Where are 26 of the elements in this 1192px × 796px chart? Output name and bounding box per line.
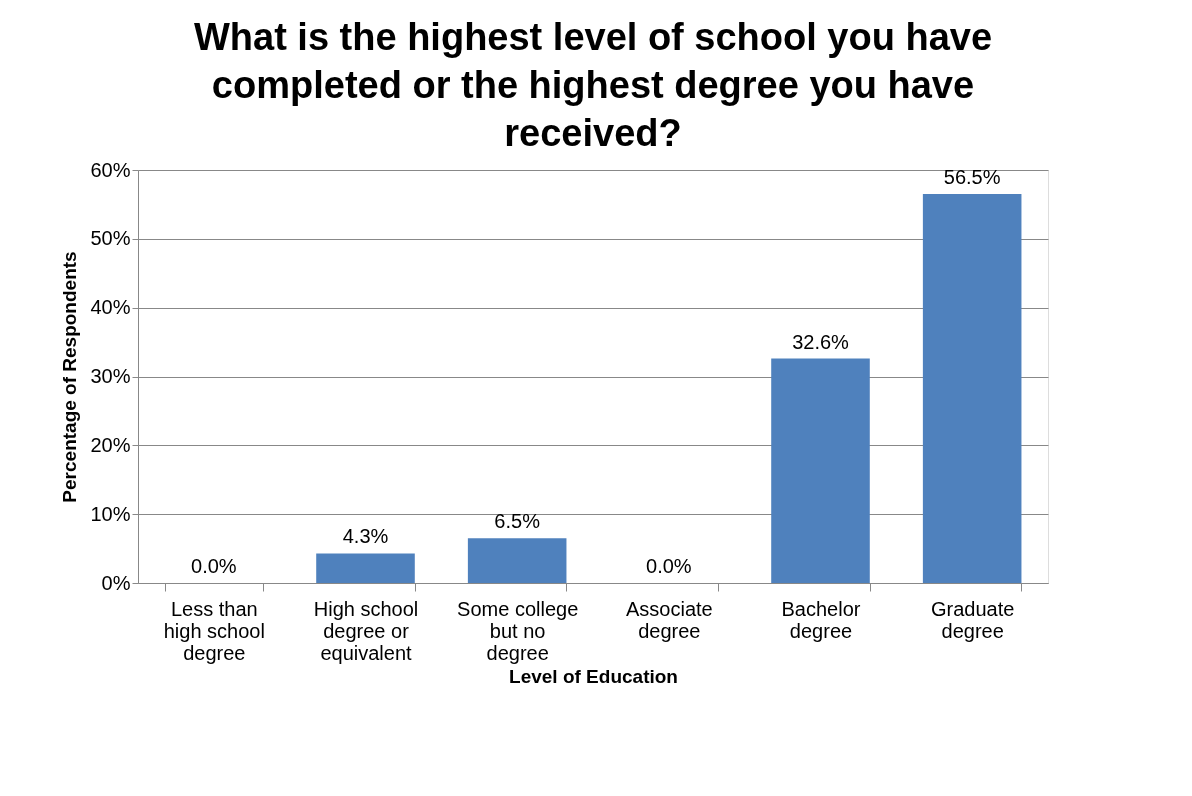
y-tick-label: 50% (90, 227, 131, 250)
x-tick-label: Less than high school degree (163, 597, 265, 664)
data-label: 6.5% (494, 510, 541, 533)
x-tick-label: Some college but no degree (457, 597, 579, 664)
x-tick-label: Bachelor degree (781, 597, 861, 642)
data-label: 56.5% (943, 166, 1001, 189)
bar (922, 194, 1022, 583)
bar (316, 553, 415, 583)
y-axis-title: Percentage of Respondents (59, 251, 81, 503)
data-label: 4.3% (342, 525, 389, 548)
chart-title: What is the highest level of school you have completed or the highest degree you have received? (193, 16, 993, 154)
data-label: 0.0% (191, 555, 237, 577)
x-axis-title: Level of Education (509, 665, 678, 687)
y-tick-label: 20% (90, 433, 131, 456)
x-tick-label: High school degree or equivalent (313, 597, 419, 664)
y-tick-label: 30% (90, 365, 131, 387)
y-tick-label: 60% (90, 158, 131, 181)
data-label: 0.0% (646, 555, 692, 577)
bar (771, 358, 870, 583)
bar (467, 538, 567, 583)
y-tick-label: 40% (90, 296, 131, 319)
y-tick-label: 0% (101, 571, 131, 594)
x-tick-label: Graduate degree (930, 597, 1015, 642)
data-label: 32.6% (792, 330, 850, 353)
y-tick-label: 10% (90, 502, 131, 525)
x-tick-label: Associate degree (625, 597, 713, 642)
